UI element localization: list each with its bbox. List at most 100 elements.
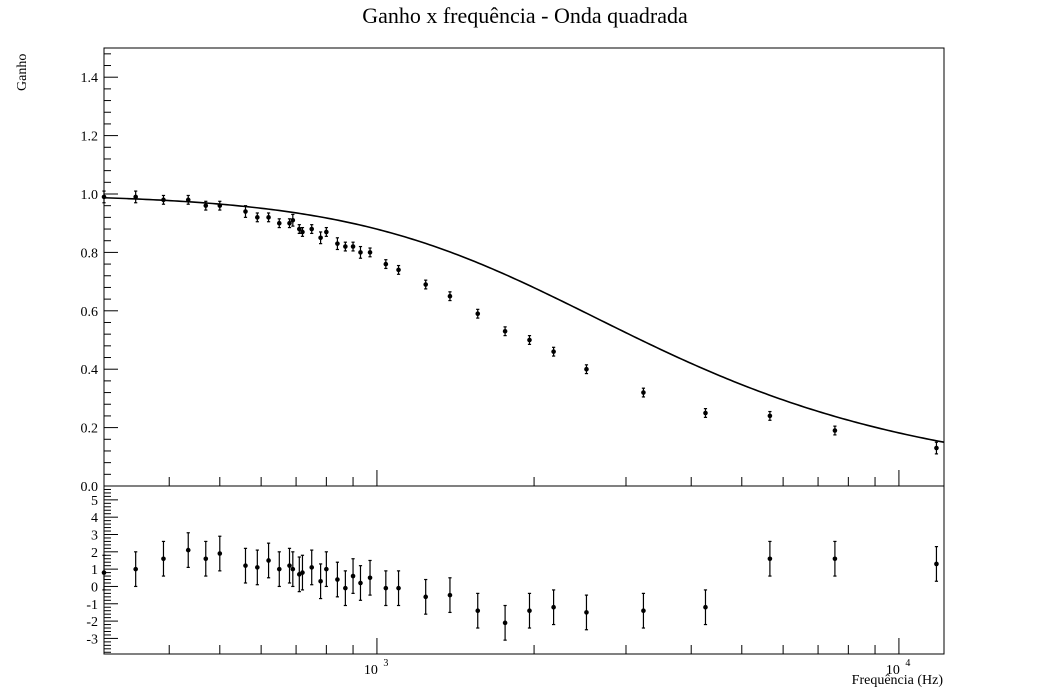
gain-marker xyxy=(703,410,708,416)
residual-point xyxy=(502,604,508,641)
gain-marker xyxy=(185,197,191,203)
gain-point xyxy=(296,224,302,235)
residual-marker xyxy=(318,578,323,584)
residual-marker xyxy=(832,556,838,562)
gain-marker xyxy=(832,428,838,433)
residual-marker xyxy=(217,551,223,556)
gain-point xyxy=(551,346,556,357)
gain-point xyxy=(266,212,271,223)
gain-y-tick-label: 0.2 xyxy=(81,422,99,437)
gain-marker xyxy=(203,203,209,208)
residual-point xyxy=(423,578,429,615)
gain-point xyxy=(767,410,773,421)
residual-marker xyxy=(367,575,373,581)
gain-point xyxy=(527,335,532,345)
residual-point xyxy=(551,589,556,626)
residual-point xyxy=(101,554,107,591)
residual-point xyxy=(324,551,329,588)
residual-point xyxy=(266,542,271,579)
gain-point xyxy=(243,205,248,218)
gain-marker xyxy=(641,390,646,395)
gain-marker xyxy=(527,337,532,343)
gain-marker xyxy=(335,241,340,246)
gain-panel: 0.0 0.2 0.4 0.6 0.8 1.0 1.2 1.4 xyxy=(81,47,945,495)
residual-marker xyxy=(335,577,340,582)
residual-y-tick-label: 5 xyxy=(91,494,98,509)
residual-marker xyxy=(423,594,429,600)
x-axis-label: Frequência (Hz) xyxy=(852,673,944,688)
gain-point xyxy=(101,190,107,204)
residual-marker xyxy=(767,556,773,562)
gain-marker xyxy=(767,413,773,419)
gain-marker xyxy=(296,226,302,232)
residual-point xyxy=(217,535,223,572)
gain-point xyxy=(287,218,292,229)
residual-point xyxy=(447,577,453,614)
residual-marker xyxy=(396,585,401,591)
gain-point xyxy=(641,387,646,398)
residual-point xyxy=(203,540,209,577)
gain-marker xyxy=(101,194,107,200)
residual-marker xyxy=(309,565,315,570)
gain-point xyxy=(584,364,589,375)
residual-marker xyxy=(185,547,191,553)
gain-point xyxy=(447,291,453,302)
gain-marker xyxy=(243,209,248,214)
gain-point xyxy=(255,212,260,223)
residual-point xyxy=(287,547,292,584)
residual-marker xyxy=(324,566,329,572)
residual-y-tick-label: -3 xyxy=(86,632,98,647)
residual-marker xyxy=(203,556,209,562)
gain-marker xyxy=(133,194,138,200)
residual-marker xyxy=(287,563,292,568)
residual-point xyxy=(309,549,315,586)
gain-marker xyxy=(475,311,481,317)
gain-frame xyxy=(103,47,945,487)
residual-point xyxy=(343,570,348,607)
residual-point xyxy=(703,589,708,626)
residual-frame xyxy=(103,485,945,655)
residual-marker xyxy=(383,585,389,591)
residual-marker xyxy=(133,566,138,572)
gain-y-tick-label: 0.0 xyxy=(81,480,99,495)
gain-point xyxy=(161,194,166,205)
residual-point xyxy=(383,570,389,607)
gain-point xyxy=(300,226,305,237)
gain-point xyxy=(343,241,348,252)
residual-marker xyxy=(276,566,282,572)
residual-point xyxy=(276,551,282,588)
gain-point xyxy=(133,190,138,204)
gain-point xyxy=(309,224,315,235)
residual-point xyxy=(185,532,191,569)
gain-marker xyxy=(551,349,556,354)
residual-point xyxy=(367,559,373,596)
gain-point xyxy=(290,213,296,227)
residual-point xyxy=(318,563,323,600)
residual-point xyxy=(350,558,356,594)
gain-y-tick-label: 1.0 xyxy=(81,188,99,203)
gain-point xyxy=(203,200,209,211)
residual-marker xyxy=(343,585,348,591)
residual-marker xyxy=(502,620,508,626)
gain-marker xyxy=(423,282,429,287)
residual-y-tick-label: 4 xyxy=(91,511,98,526)
gain-point xyxy=(423,279,429,290)
residual-marker xyxy=(161,556,166,562)
residual-marker xyxy=(266,558,271,563)
gain-marker xyxy=(318,235,323,241)
gain-point xyxy=(185,194,191,205)
x-tick-exponent: 4 xyxy=(905,658,910,669)
gain-point xyxy=(383,259,389,270)
gain-marker xyxy=(255,215,260,220)
gain-marker xyxy=(383,261,389,267)
gain-marker xyxy=(447,293,453,299)
residual-point xyxy=(290,551,296,588)
residual-marker xyxy=(350,573,356,579)
gain-point xyxy=(350,241,356,252)
residual-point xyxy=(243,547,248,584)
residual-marker xyxy=(447,592,453,598)
residual-point xyxy=(767,540,773,577)
residual-point xyxy=(832,540,838,577)
residual-marker xyxy=(641,608,646,614)
residual-marker xyxy=(290,566,296,572)
